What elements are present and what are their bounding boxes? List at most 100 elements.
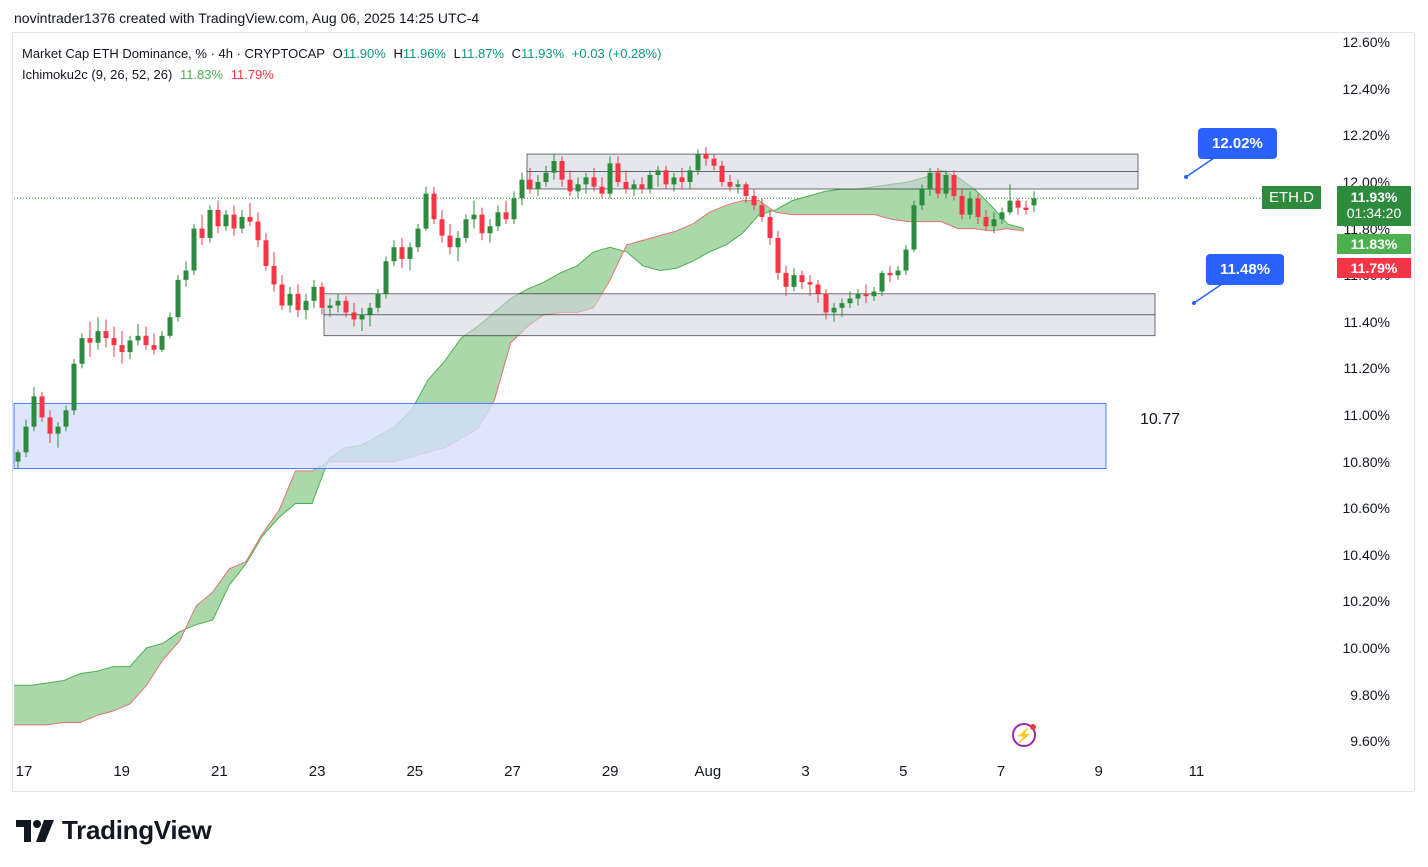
candle[interactable]	[215, 200, 221, 234]
candle[interactable]	[343, 296, 349, 318]
candle[interactable]	[23, 419, 29, 457]
candle[interactable]	[295, 284, 301, 318]
candle[interactable]	[71, 359, 77, 415]
candle[interactable]	[735, 179, 741, 194]
candle[interactable]	[591, 168, 597, 192]
candle[interactable]	[847, 291, 853, 308]
candle[interactable]	[447, 223, 453, 255]
candle[interactable]	[935, 168, 941, 199]
candle[interactable]	[615, 156, 621, 187]
candle[interactable]	[663, 165, 669, 189]
candle[interactable]	[679, 168, 685, 189]
candle[interactable]	[423, 186, 429, 231]
candle[interactable]	[119, 331, 125, 364]
candle[interactable]	[751, 188, 757, 210]
candle[interactable]	[87, 321, 93, 357]
candle[interactable]	[807, 275, 813, 297]
candle[interactable]	[959, 188, 965, 220]
indicator-name[interactable]: Ichimoku2c (9, 26, 52, 26)	[22, 67, 173, 82]
candle[interactable]	[247, 202, 253, 227]
candle[interactable]	[503, 200, 509, 224]
candle[interactable]	[919, 184, 925, 210]
candle[interactable]	[623, 170, 629, 194]
candle[interactable]	[1007, 184, 1013, 215]
candle[interactable]	[143, 326, 149, 350]
candle[interactable]	[55, 421, 61, 448]
candle[interactable]	[631, 179, 637, 196]
candle[interactable]	[903, 244, 909, 276]
candle[interactable]	[1015, 198, 1021, 215]
candle[interactable]	[327, 298, 333, 318]
candle[interactable]	[207, 205, 213, 243]
candle[interactable]	[687, 165, 693, 189]
candle[interactable]	[967, 191, 973, 220]
candle[interactable]	[727, 175, 733, 192]
candle[interactable]	[863, 284, 869, 304]
candle[interactable]	[783, 265, 789, 297]
candles-layer[interactable]	[15, 147, 1037, 469]
candle[interactable]	[999, 207, 1005, 224]
candle[interactable]	[711, 154, 717, 171]
candle[interactable]	[879, 270, 885, 297]
candle[interactable]	[743, 182, 749, 203]
candle[interactable]	[951, 170, 957, 201]
candle[interactable]	[255, 212, 261, 248]
candle[interactable]	[871, 286, 877, 301]
candle[interactable]	[551, 154, 557, 180]
tradingview-logo[interactable]: TradingView	[16, 815, 212, 846]
candle[interactable]	[239, 209, 245, 234]
candle[interactable]	[271, 251, 277, 292]
candle[interactable]	[647, 170, 653, 194]
candle[interactable]	[455, 230, 461, 262]
candle[interactable]	[599, 177, 605, 199]
candle[interactable]	[135, 324, 141, 346]
candle[interactable]	[311, 279, 317, 308]
candle[interactable]	[703, 147, 709, 166]
candle[interactable]	[175, 275, 181, 322]
candle[interactable]	[855, 289, 861, 306]
candle[interactable]	[391, 240, 397, 266]
candle[interactable]	[527, 168, 533, 194]
candle[interactable]	[39, 391, 45, 422]
candle[interactable]	[415, 223, 421, 252]
candle[interactable]	[559, 156, 565, 187]
chart-frame[interactable]	[12, 32, 1415, 792]
candle[interactable]	[759, 198, 765, 222]
candle[interactable]	[799, 270, 805, 290]
candle[interactable]	[103, 319, 109, 348]
candle[interactable]	[575, 177, 581, 199]
candle[interactable]	[231, 205, 237, 236]
callout-upper[interactable]: 12.02%	[1198, 128, 1277, 159]
candle[interactable]	[671, 172, 677, 192]
candle[interactable]	[1031, 191, 1037, 213]
candle[interactable]	[511, 191, 517, 224]
candle[interactable]	[479, 207, 485, 241]
candle[interactable]	[567, 170, 573, 196]
candle[interactable]	[487, 219, 493, 243]
candle[interactable]	[463, 214, 469, 243]
candle[interactable]	[31, 387, 37, 432]
candle[interactable]	[287, 286, 293, 313]
candle[interactable]	[767, 209, 773, 245]
zone-demand[interactable]	[13, 402, 1107, 469]
candle[interactable]	[223, 209, 229, 231]
candle[interactable]	[359, 307, 365, 332]
candle[interactable]	[535, 175, 541, 196]
candle[interactable]	[983, 209, 989, 231]
candle[interactable]	[159, 331, 165, 353]
candle[interactable]	[911, 200, 917, 252]
candle[interactable]	[151, 333, 157, 355]
candle[interactable]	[895, 265, 901, 280]
candle[interactable]	[63, 405, 69, 432]
candle[interactable]	[823, 289, 829, 320]
legend-row-2[interactable]: Ichimoku2c (9, 26, 52, 26) 11.83% 11.79%	[22, 67, 278, 82]
candle[interactable]	[279, 275, 285, 311]
candle[interactable]	[943, 170, 949, 199]
candle[interactable]	[975, 193, 981, 224]
candle[interactable]	[815, 279, 821, 304]
candle[interactable]	[887, 265, 893, 283]
candle[interactable]	[495, 205, 501, 231]
candle[interactable]	[839, 298, 845, 318]
candle[interactable]	[407, 242, 413, 271]
